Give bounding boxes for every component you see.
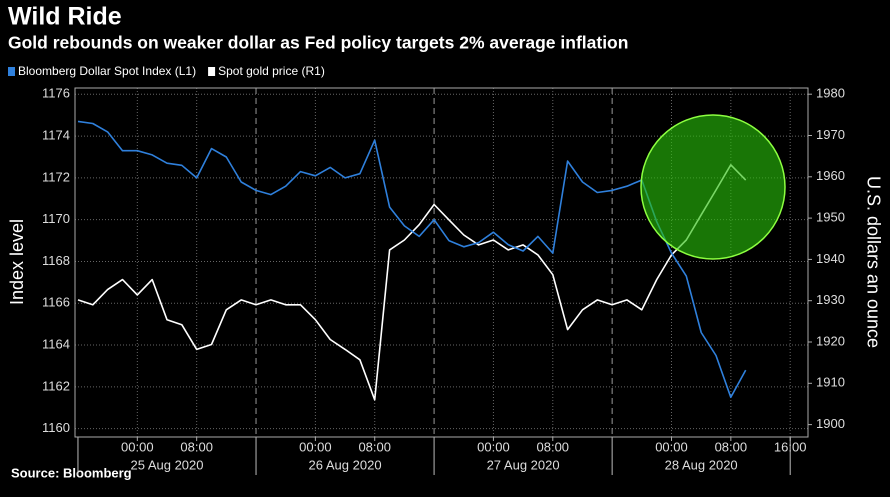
x-tick-label: 00:00 (477, 439, 510, 454)
y-tick-label: 1172 (42, 169, 70, 184)
x-tick-label: 08:00 (358, 439, 391, 454)
chart-title: Wild Ride (8, 3, 122, 31)
chart-subtitle: Gold rebounds on weaker dollar as Fed po… (8, 33, 628, 53)
y2-tick-label: 1900 (816, 416, 845, 431)
y2-tick-label: 1980 (816, 86, 845, 101)
y-tick-label: 1174 (42, 128, 70, 143)
y-tick-label: 1164 (42, 336, 70, 351)
y-axis-title: Index level (7, 219, 27, 305)
y-tick-label: 1176 (42, 86, 70, 101)
y2-tick-label: 1910 (816, 375, 845, 390)
x-tick-label: 00:00 (121, 439, 154, 454)
source: Source: Bloomberg (11, 465, 132, 480)
y2-tick-label: 1960 (816, 168, 845, 183)
y2-tick-label: 1920 (816, 333, 845, 348)
y-tick-label: 1162 (42, 378, 70, 393)
y2-tick-label: 1950 (816, 210, 845, 225)
y-tick-label: 1168 (42, 253, 70, 268)
y2-axis-title: U.S. dollars an ounce (863, 176, 883, 348)
x-date-label: 28 Aug 2020 (665, 457, 738, 472)
x-date-label: 27 Aug 2020 (487, 457, 560, 472)
x-date-label: 26 Aug 2020 (309, 457, 382, 472)
x-tick-label: 00:00 (299, 439, 332, 454)
legend-label: Spot gold price (R1) (218, 64, 325, 78)
legend-label: Bloomberg Dollar Spot Index (L1) (18, 64, 196, 78)
y-tick-label: 1166 (42, 295, 70, 310)
highlight-circle (640, 114, 786, 260)
x-tick-label: 08:00 (715, 439, 748, 454)
y2-tick-label: 1930 (816, 292, 845, 307)
y-tick-label: 1170 (42, 211, 70, 226)
series-line (77, 120, 747, 399)
legend-swatch (208, 67, 216, 76)
y2-tick-label: 1970 (816, 127, 845, 142)
x-date-label: 25 Aug 2020 (130, 457, 203, 472)
plot-frame (74, 87, 809, 438)
y2-tick-label: 1940 (816, 251, 845, 266)
x-tick-label: 08:00 (180, 439, 213, 454)
x-tick-label: 08:00 (537, 439, 570, 454)
x-tick-label: 00:00 (655, 439, 688, 454)
legend-swatch (8, 67, 15, 76)
y-tick-label: 1160 (42, 420, 70, 435)
series-line (77, 164, 747, 401)
